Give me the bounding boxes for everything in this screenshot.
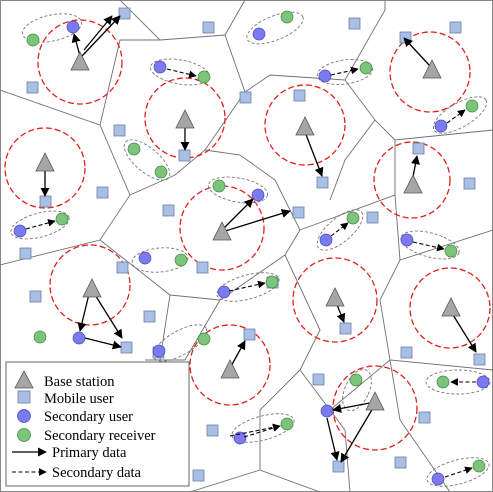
legend-box (5, 361, 190, 487)
primary-data-links (40, 15, 477, 463)
legend-mobile-user: Mobile user (44, 391, 114, 407)
legend-base-station: Base station (44, 374, 115, 390)
base-station-icon (14, 370, 34, 389)
base-stations (35, 51, 461, 411)
secondary-receiver-icon (17, 428, 31, 442)
coverage-circles (4, 19, 491, 451)
secondary-receivers (26, 10, 486, 473)
legend-secondary-user: Secondary user (44, 409, 133, 425)
mobile-user-icon (17, 390, 31, 404)
legend: Base station Mobile user Secondary user … (5, 361, 190, 487)
legend-secondary-receiver: Secondary receiver (44, 428, 156, 444)
legend-primary-data: Primary data (52, 445, 127, 461)
legend-secondary-data: Secondary data (52, 465, 142, 481)
secondary-user-icon (17, 409, 31, 423)
secondary-data-links (25, 66, 476, 478)
